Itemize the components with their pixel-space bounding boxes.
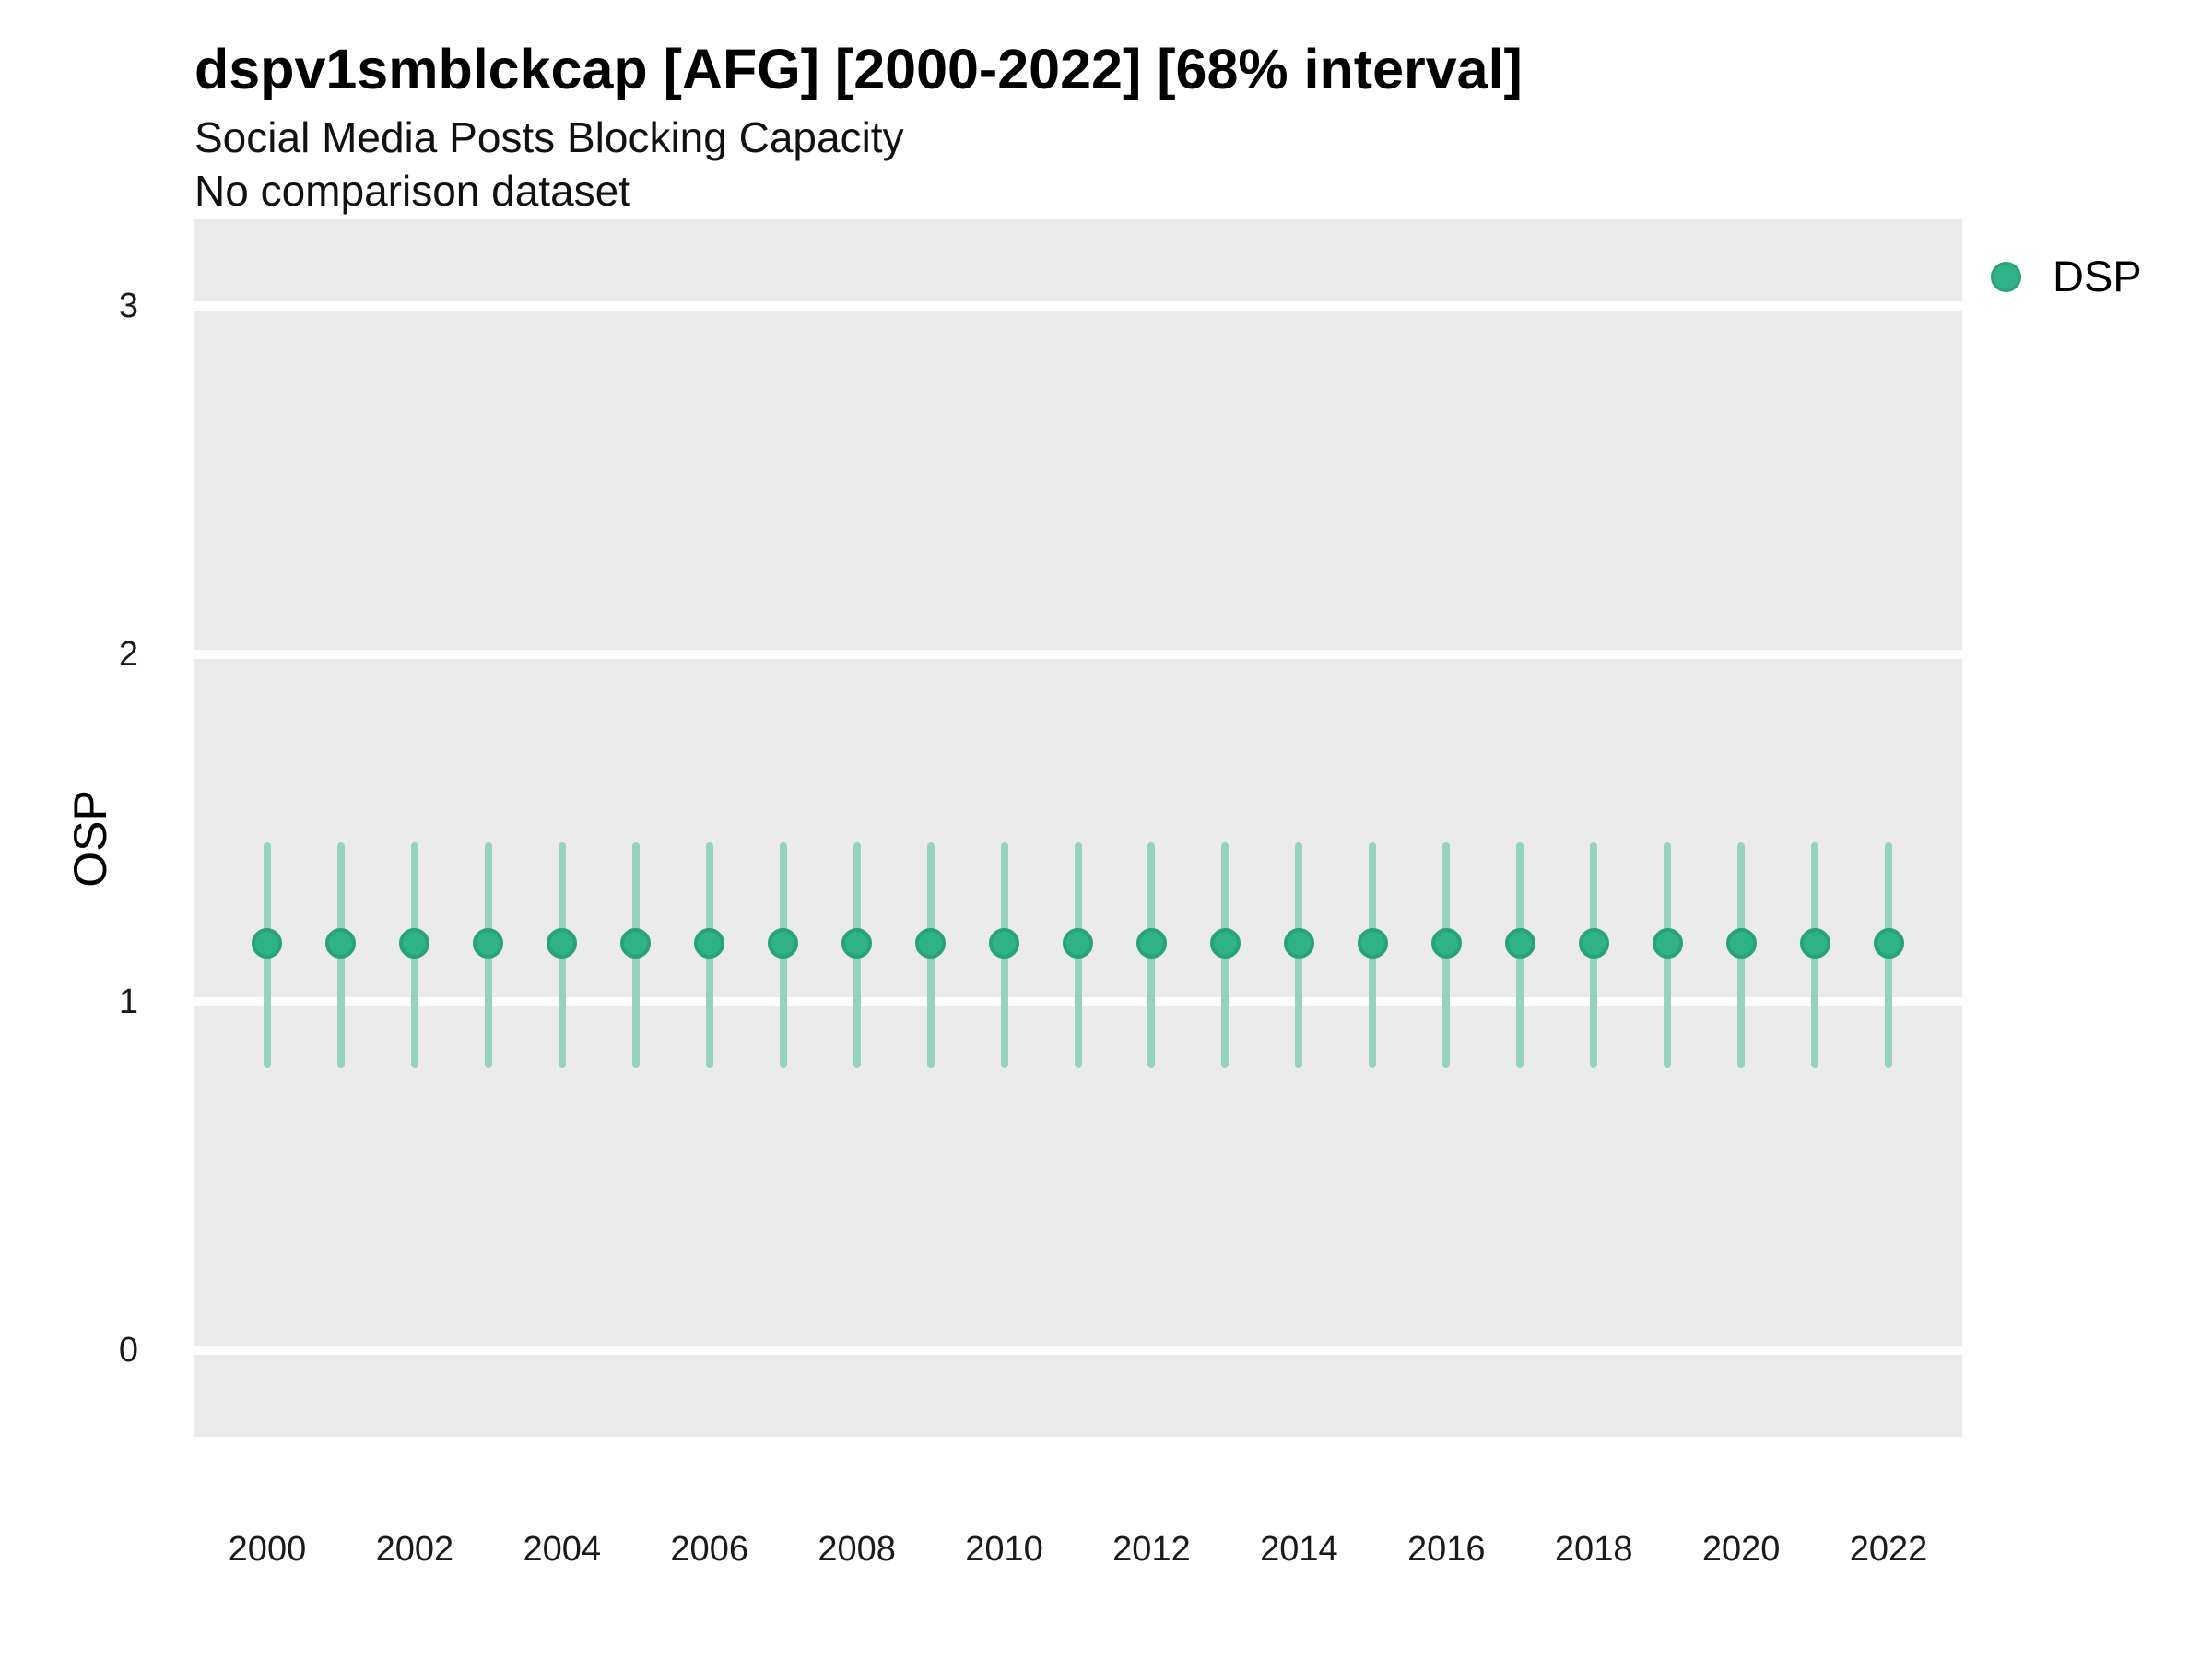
x-tick-label-2008: 2008 xyxy=(818,1530,896,1569)
point-marker-2019 xyxy=(1652,927,1683,959)
y-tick-label-2: 2 xyxy=(118,634,138,674)
chart-title: dspv1smblckcap [AFG] [2000-2022] [68% in… xyxy=(194,38,1523,100)
x-tick-label-2016: 2016 xyxy=(1407,1530,1486,1569)
legend: DSP xyxy=(1991,249,2142,304)
point-marker-2003 xyxy=(473,927,504,959)
legend-label: DSP xyxy=(2053,252,2142,300)
point-marker-2022 xyxy=(1873,927,1904,959)
point-marker-2010 xyxy=(989,927,1020,959)
point-marker-2001 xyxy=(325,927,357,959)
gridline-y-0 xyxy=(194,1345,1962,1355)
x-tick-label-2020: 2020 xyxy=(1701,1530,1781,1569)
x-tick-label-2006: 2006 xyxy=(670,1530,748,1569)
point-marker-2011 xyxy=(1063,927,1093,959)
point-marker-2000 xyxy=(252,927,283,959)
y-tick-label-1: 1 xyxy=(118,982,138,1022)
chart-note: No comparison dataset xyxy=(194,167,631,215)
x-tick-label-2022: 2022 xyxy=(1849,1530,1928,1569)
y-tick-label-3: 3 xyxy=(118,287,138,326)
point-marker-2013 xyxy=(1209,927,1241,959)
point-marker-2020 xyxy=(1725,927,1757,959)
point-marker-2002 xyxy=(399,927,430,959)
legend-point-icon xyxy=(1991,261,2021,292)
y-tick-label-0: 0 xyxy=(118,1330,138,1370)
plot-panel xyxy=(194,219,1962,1437)
point-marker-2021 xyxy=(1799,927,1830,959)
point-marker-2012 xyxy=(1135,927,1167,959)
point-marker-2017 xyxy=(1504,927,1535,959)
y-axis-title: OSP xyxy=(65,790,116,888)
x-tick-label-2004: 2004 xyxy=(523,1530,602,1569)
point-marker-2014 xyxy=(1283,927,1314,959)
gridline-y-2 xyxy=(194,649,1962,659)
x-tick-label-2002: 2002 xyxy=(375,1530,454,1569)
x-tick-label-2000: 2000 xyxy=(228,1530,307,1569)
point-marker-2007 xyxy=(768,927,799,959)
x-tick-label-2010: 2010 xyxy=(965,1530,1043,1569)
point-marker-2005 xyxy=(620,927,652,959)
x-tick-label-2014: 2014 xyxy=(1260,1530,1338,1569)
x-tick-label-2018: 2018 xyxy=(1554,1530,1633,1569)
chart-subtitle: Social Media Posts Blocking Capacity xyxy=(194,113,904,161)
point-marker-2006 xyxy=(694,927,725,959)
point-marker-2008 xyxy=(841,927,873,959)
point-marker-2015 xyxy=(1357,927,1388,959)
x-tick-label-2012: 2012 xyxy=(1112,1530,1191,1569)
point-marker-2004 xyxy=(547,927,578,959)
point-marker-2016 xyxy=(1430,927,1462,959)
point-marker-2018 xyxy=(1578,927,1609,959)
point-marker-2009 xyxy=(915,927,947,959)
gridline-y-3 xyxy=(194,301,1962,312)
